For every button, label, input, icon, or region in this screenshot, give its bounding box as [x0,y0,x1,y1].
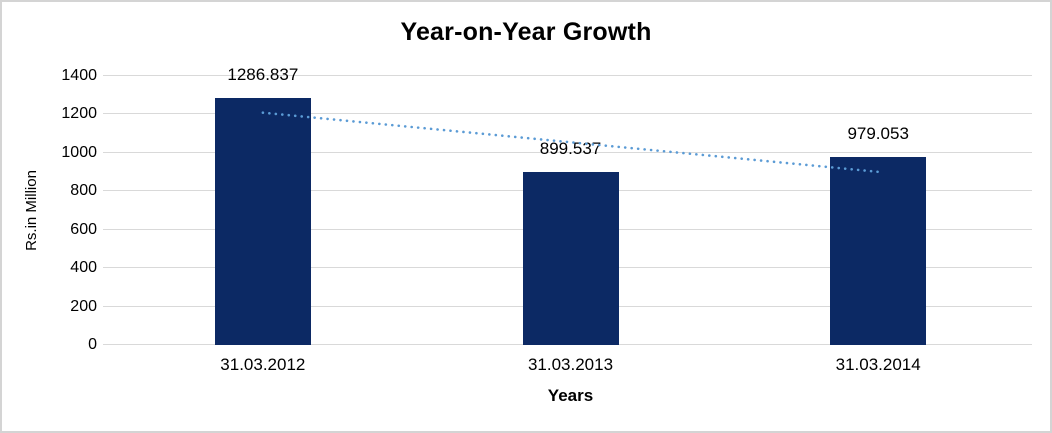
x-axis-title: Years [547,386,594,405]
category-slot: 1286.837 [109,65,417,345]
y-tick-label: 200 [70,297,97,315]
x-tick-label: 31.03.2013 [527,355,614,374]
bar [522,172,619,345]
data-label: 979.053 [847,123,909,143]
trendline [261,111,880,174]
y-tick-label: 800 [70,182,97,200]
data-label: 1286.837 [227,64,299,84]
gridline [103,151,1032,153]
x-axis-tick-labels: 31.03.2012 31.03.2013 31.03.2014 [109,355,1032,375]
x-tick-label: 31.03.2012 [220,355,306,374]
plot-area: 1286.837 899.537 979.053 [103,65,1032,345]
bar [214,97,311,345]
y-tick-label: 1400 [61,67,97,84]
category-slot: 979.053 [724,76,1032,345]
y-tick-label: 0 [88,336,97,353]
gridline [103,113,1032,115]
bar [830,156,927,345]
x-tick-label: 31.03.2014 [835,355,921,374]
y-axis-tick-labels: 0 200 400 600 800 1000 1200 1400 [2,67,97,353]
y-tick-label: 1000 [61,143,97,161]
trendline-path [261,111,880,174]
y-tick-label: 600 [70,220,97,238]
y-tick-label: 1200 [61,105,97,123]
y-tick-label: 400 [70,259,97,277]
gridline [103,75,1032,76]
chart-title: Year-on-Year Growth [400,18,652,46]
